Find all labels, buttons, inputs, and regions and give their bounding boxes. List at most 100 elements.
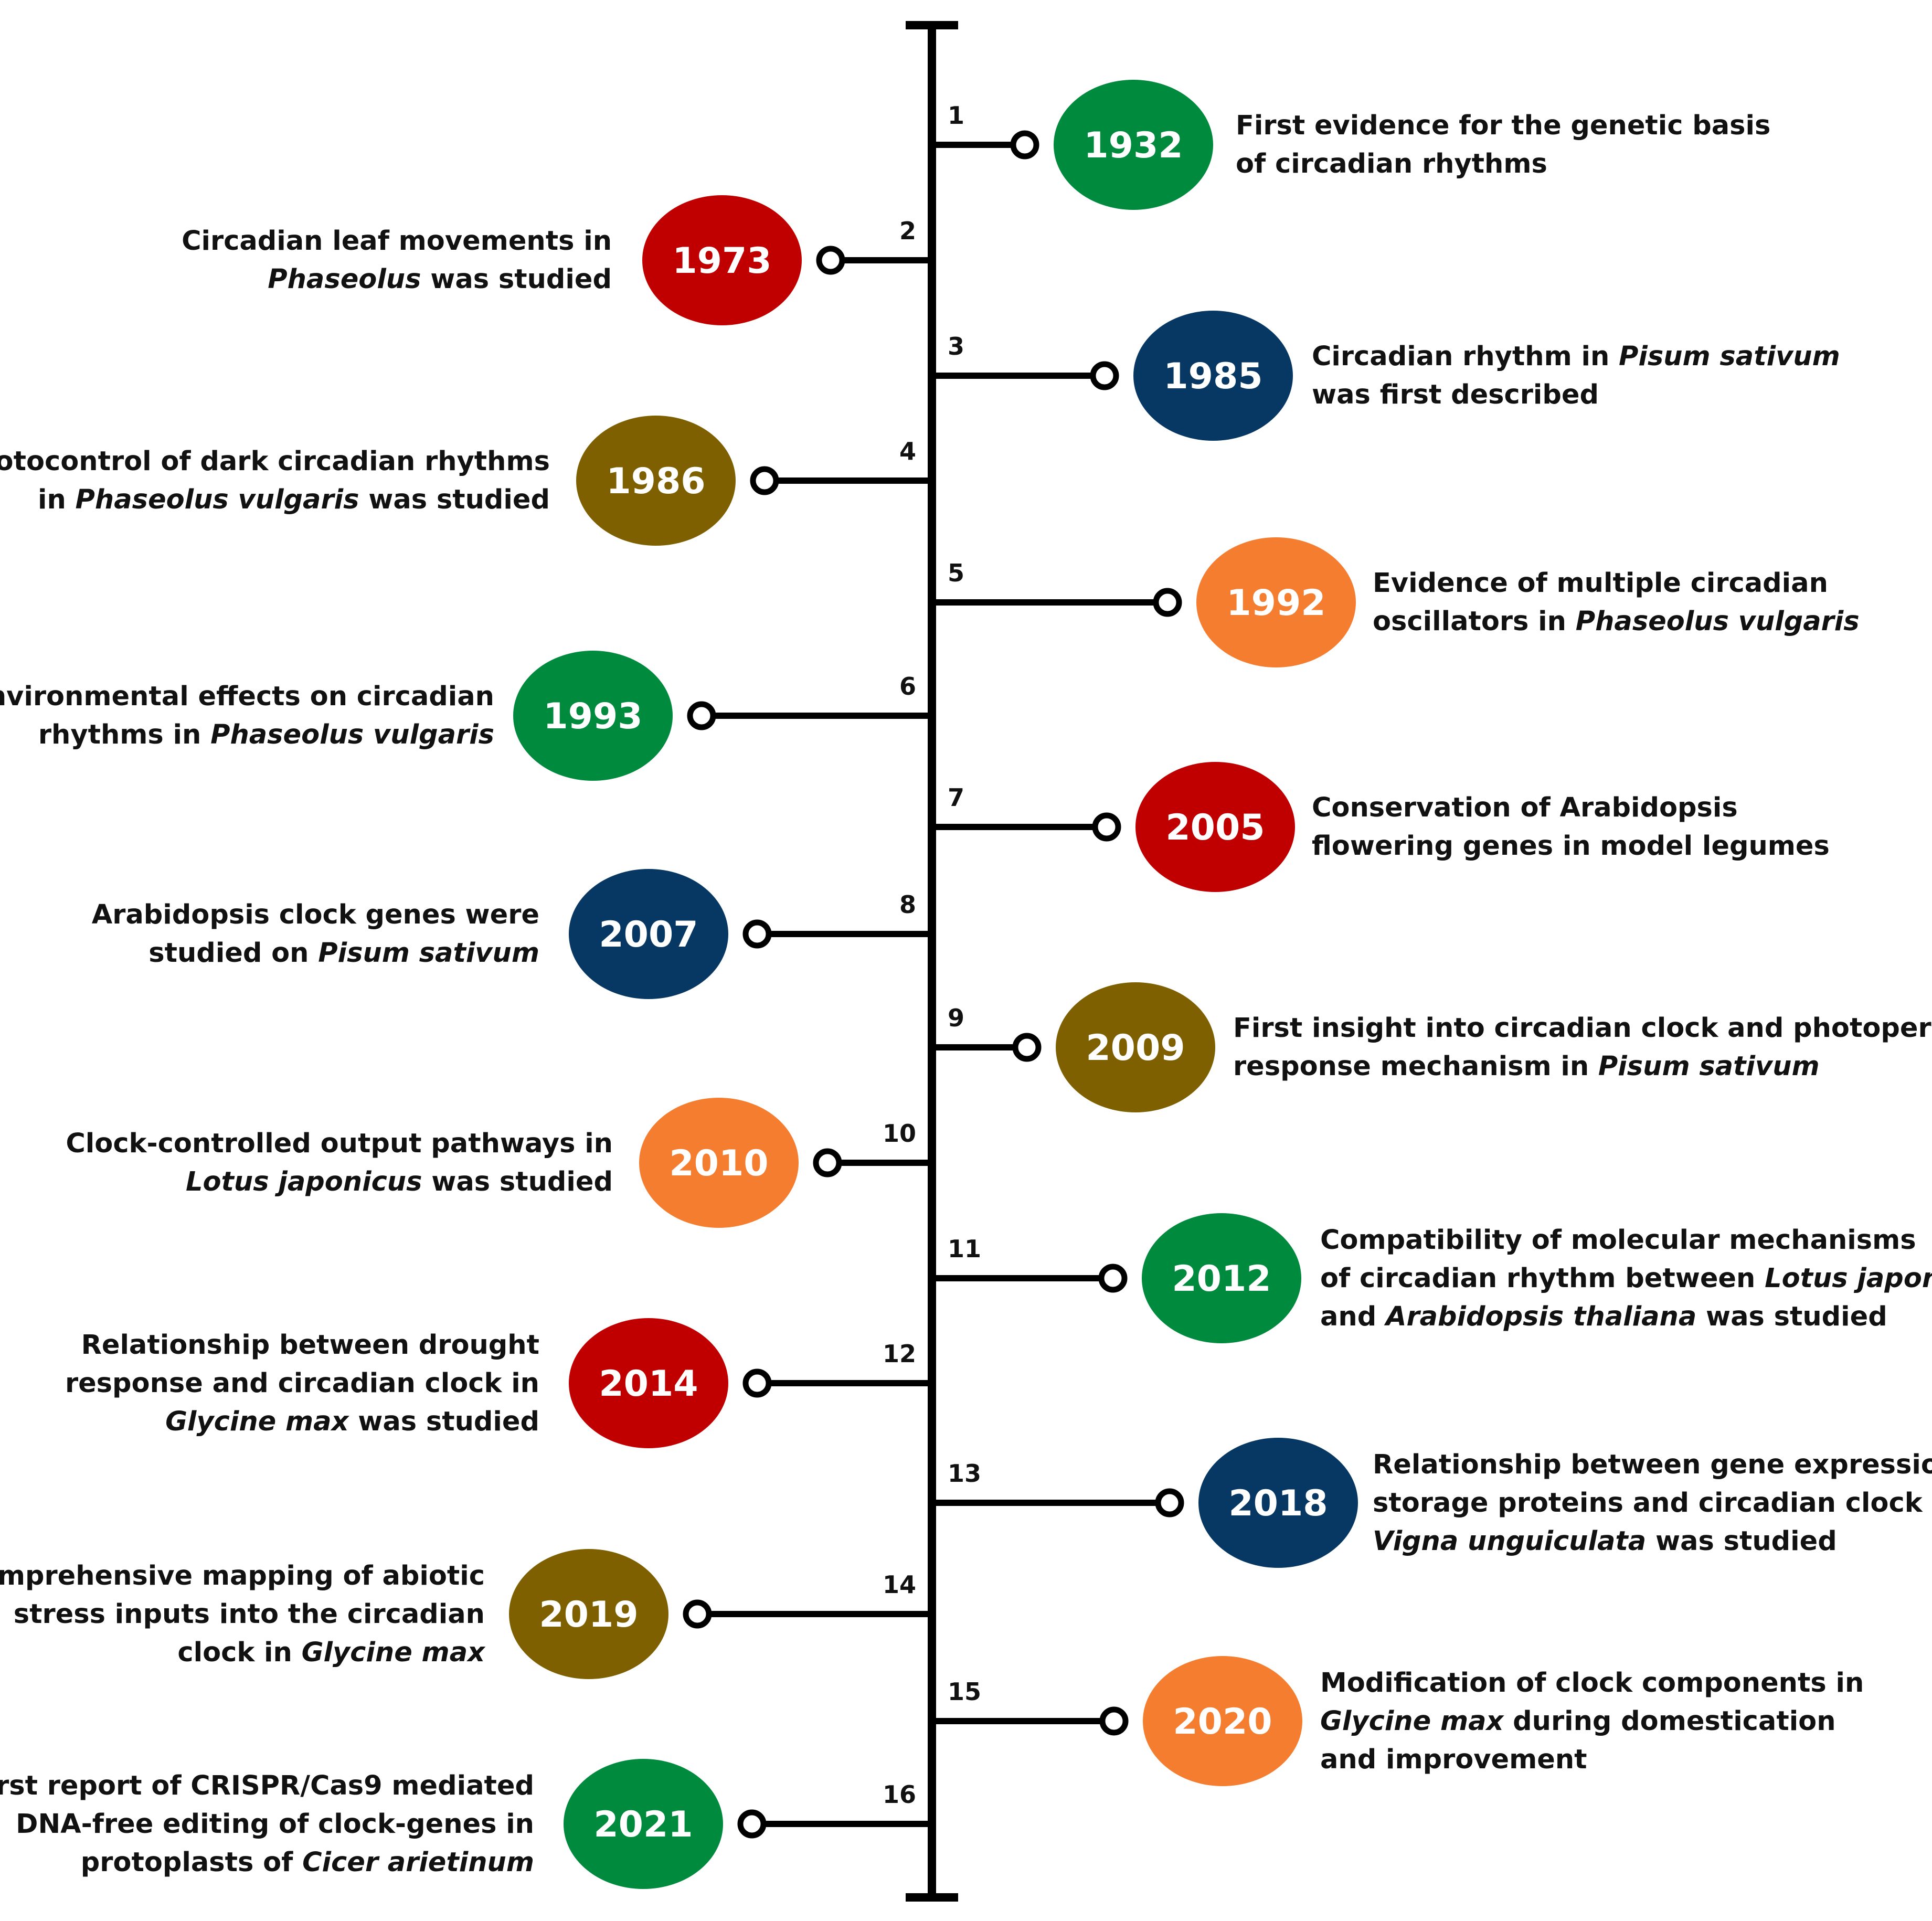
event-description: First evidence for the genetic basis of c… (1236, 107, 1770, 183)
event-number: 14 (883, 1570, 916, 1599)
description-text: storage proteins and circadian clock in (1373, 1487, 1932, 1519)
event-description: Clock-controlled output pathways in Lotus… (66, 1124, 613, 1201)
event-description: First report of CRISPR/Cas9 mediated DNA-… (0, 1767, 534, 1882)
event-marker-ring (750, 466, 779, 495)
description-line: studied on Pisum sativum (92, 934, 539, 972)
timeline-event: 1 1932 (932, 80, 1213, 210)
species-name: Pisum sativum (1598, 1051, 1820, 1082)
description-line: Vigna unguiculata was studied (1373, 1522, 1932, 1561)
description-text: and (1320, 1301, 1386, 1332)
timeline-event: 13 2018 (932, 1438, 1358, 1568)
event-description: Conservation of Arabidopsis flowering gen… (1312, 789, 1830, 865)
year-badge (569, 1318, 728, 1448)
description-text: oscillators in (1373, 606, 1576, 637)
timeline-event: 9 2009 (932, 982, 1215, 1112)
description-text: Compatibility of molecular mechanisms (1320, 1224, 1916, 1256)
description-line: flowering genes in model legumes (1312, 827, 1830, 865)
description-text: was studied (359, 484, 550, 515)
year-label: 2012 (1172, 1258, 1271, 1300)
timeline-event: 7 2005 (932, 762, 1295, 892)
timeline-event: 5 1992 (932, 537, 1356, 667)
event-marker-ring (683, 1599, 712, 1629)
timeline-event: 14 2019 (509, 1549, 932, 1679)
event-marker-ring (813, 1148, 842, 1177)
year-badge (1143, 1656, 1302, 1786)
year-label: 1985 (1163, 356, 1262, 397)
description-line: oscillators in Phaseolus vulgaris (1373, 602, 1860, 641)
event-marker-ring (1099, 1706, 1129, 1736)
event-number: 7 (948, 783, 964, 812)
event-description: First insight into circadian clock and p… (1233, 1009, 1932, 1086)
species-name: Cicer arietinum (302, 1846, 534, 1878)
description-text: was studied (421, 264, 612, 295)
species-name: Pisum sativum (318, 938, 539, 969)
description-line: in Phaseolus vulgaris was studied (0, 481, 550, 519)
description-line: Circadian rhythm in Pisum sativum (1312, 337, 1840, 376)
year-label: 2007 (599, 914, 698, 956)
event-description: Photocontrol of dark circadian rhythms in… (0, 442, 550, 519)
description-line: storage proteins and circadian clock in (1373, 1484, 1932, 1522)
year-label: 1932 (1084, 125, 1183, 166)
year-label: 2021 (593, 1804, 693, 1845)
year-badge (1133, 311, 1293, 441)
description-text: in (37, 484, 76, 515)
description-line: Conservation of Arabidopsis (1312, 789, 1830, 827)
description-text: of circadian rhythms (1236, 148, 1547, 179)
year-label: 2009 (1086, 1027, 1185, 1069)
species-name: Glycine max (301, 1637, 485, 1668)
description-text: Modification of clock components in (1320, 1667, 1864, 1699)
event-description: Environmental effects on circadian rhythm… (0, 677, 494, 754)
event-marker-ring (1010, 130, 1039, 160)
description-line: clock in Glycine max (0, 1633, 485, 1672)
description-text: Photocontrol of dark circadian rhythms (0, 446, 550, 477)
timeline-event: 3 1985 (932, 311, 1293, 441)
year-badge (569, 869, 728, 999)
event-number: 16 (883, 1780, 916, 1809)
description-line: Clock-controlled output pathways in (66, 1124, 613, 1163)
description-line: protoplasts of Cicer arietinum (0, 1843, 534, 1882)
year-label: 2010 (669, 1143, 768, 1184)
year-badge (513, 651, 673, 781)
description-text: was studied (348, 1406, 539, 1437)
year-label: 2014 (599, 1363, 698, 1405)
description-text: Comprehensive mapping of abiotic (0, 1560, 485, 1591)
description-text: Arabidopsis clock genes were (91, 899, 539, 930)
description-text: during domestication (1503, 1705, 1836, 1737)
event-number: 3 (948, 332, 964, 360)
timeline-event: 2 1973 (642, 195, 932, 325)
timeline-event: 8 2007 (569, 869, 932, 999)
description-text: DNA-free editing of clock-genes in (16, 1808, 534, 1840)
year-label: 1993 (543, 696, 642, 737)
description-line: DNA-free editing of clock-genes in (0, 1805, 534, 1843)
description-line: Arabidopsis clock genes were (92, 896, 539, 934)
timeline-event: 6 1993 (513, 651, 932, 781)
event-number: 11 (948, 1235, 981, 1263)
description-text: Clock-controlled output pathways in (66, 1128, 613, 1159)
year-label: 2005 (1165, 807, 1265, 848)
timeline-event: 10 2010 (639, 1098, 932, 1228)
description-line: Relationship between drought (65, 1326, 539, 1364)
year-label: 1992 (1226, 582, 1325, 624)
event-number: 12 (883, 1340, 916, 1368)
description-line: Comprehensive mapping of abiotic (0, 1557, 485, 1595)
description-text: Conservation of Arabidopsis (1312, 792, 1738, 823)
description-text: was studied (1646, 1525, 1837, 1557)
species-name: Phaseolus vulgaris (75, 484, 359, 515)
event-number: 6 (899, 672, 916, 701)
description-text: and improvement (1320, 1744, 1587, 1775)
description-text: flowering genes in model legumes (1312, 831, 1830, 862)
description-text: clock in (177, 1637, 302, 1668)
event-marker-ring (742, 919, 772, 949)
timeline-event: 15 2020 (932, 1656, 1302, 1786)
species-name: Glycine max (165, 1406, 349, 1437)
event-marker-ring (742, 1368, 772, 1398)
year-badge (642, 195, 802, 325)
event-number: 2 (899, 217, 916, 245)
description-line: First insight into circadian clock and p… (1233, 1009, 1932, 1047)
event-description: Relationship between gene expression of s… (1373, 1446, 1932, 1561)
description-line: Lotus japonicus was studied (66, 1163, 613, 1201)
event-marker-ring (1090, 361, 1119, 390)
event-number: 1 (948, 101, 964, 130)
description-line: of circadian rhythms (1236, 145, 1770, 183)
description-text: was studied (1696, 1301, 1887, 1332)
